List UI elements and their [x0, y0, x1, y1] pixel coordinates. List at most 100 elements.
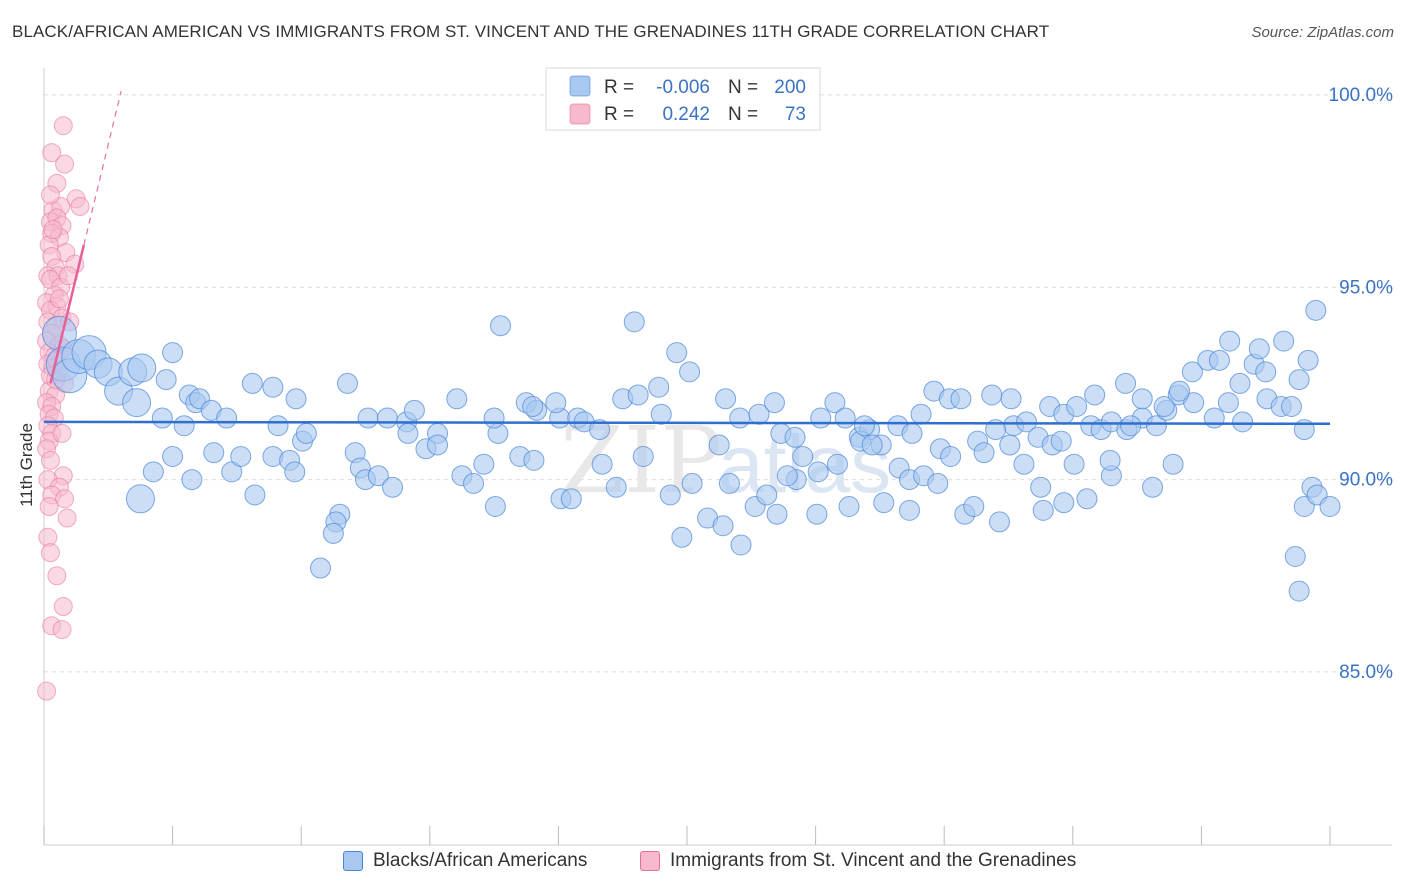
chart-title: BLACK/AFRICAN AMERICAN VS IMMIGRANTS FRO… [12, 22, 1050, 41]
blue-point [632, 446, 654, 467]
blue-point [940, 446, 962, 467]
blue-point [560, 488, 582, 510]
blue-point [1319, 496, 1341, 518]
legend-r-label-2: R = [604, 104, 634, 125]
blue-point [125, 484, 155, 514]
y-tick-label: 95.0% [1339, 277, 1393, 298]
blue-point [591, 453, 613, 475]
blue-point [627, 384, 649, 406]
blue-point [873, 492, 895, 514]
gridlines [44, 94, 1392, 673]
blue-point [483, 407, 505, 429]
blue-point [988, 511, 1010, 533]
blue-point [776, 465, 798, 487]
blue-point [142, 461, 164, 483]
blue-point [1099, 449, 1121, 471]
blue-point [1288, 580, 1310, 602]
blue-point [792, 446, 814, 467]
blue-point [901, 422, 923, 444]
legend-n-label-2: N = [728, 104, 758, 125]
blue-point [376, 407, 398, 429]
pink-point [39, 497, 59, 517]
blue-point [648, 376, 670, 398]
blue-point [1030, 476, 1052, 498]
blue-point [162, 446, 184, 467]
blue-point [963, 496, 985, 518]
blue-point [1248, 338, 1270, 360]
blue-point [285, 388, 307, 410]
pink-point [37, 681, 57, 701]
pink-point [70, 196, 90, 216]
stats-legend: R = -0.006 N = 200 R = 0.242 N = 73 [545, 67, 821, 131]
blue-point [1145, 415, 1167, 437]
blue-point [834, 407, 856, 429]
blue-point [824, 392, 846, 414]
blue-point [1183, 392, 1205, 414]
blue-point [203, 442, 225, 464]
blue-point [1208, 349, 1230, 371]
blue-point [715, 388, 737, 410]
pink-point [53, 116, 73, 136]
blue-point [985, 419, 1007, 441]
blue-point [122, 388, 152, 418]
blue-point [666, 342, 688, 364]
blue-point [861, 434, 883, 456]
blue-point [810, 407, 832, 429]
trend-lines [43, 90, 1331, 426]
blue-point [173, 415, 195, 437]
blue-point [718, 472, 740, 494]
blue-trend-line [43, 420, 1331, 426]
blue-point [309, 557, 331, 579]
blue-point [679, 361, 701, 383]
blue-point [463, 472, 485, 494]
pink-point [43, 220, 63, 240]
blue-point [284, 461, 306, 483]
blue-point [756, 484, 778, 506]
pink-point [47, 566, 67, 586]
blue-point [1016, 411, 1038, 433]
blue-point [999, 434, 1021, 456]
blue-point [1280, 395, 1302, 417]
blue-point [729, 407, 751, 429]
pink-point [40, 185, 60, 205]
blue-point [650, 403, 672, 425]
pink-series [37, 116, 90, 701]
blue-point [1066, 395, 1088, 417]
blue-point [1063, 453, 1085, 475]
blue-point [1000, 388, 1022, 410]
pink-point [57, 508, 77, 528]
pink-trend-extension [83, 90, 122, 246]
blue-point [322, 522, 344, 544]
blue-point [382, 476, 404, 498]
blue-point [181, 469, 203, 491]
blue-point [1229, 372, 1251, 394]
blue-point [427, 434, 449, 456]
blue-point [784, 426, 806, 448]
legend-n-value-2: 73 [785, 104, 806, 125]
blue-point [730, 534, 752, 556]
blue-point [1084, 384, 1106, 406]
pink-point [52, 620, 72, 640]
blue-point [244, 484, 266, 506]
blue-point [806, 503, 828, 525]
blue-point [1203, 407, 1225, 429]
bottom-legend-item-blue: Blacks/African Americans [343, 850, 587, 872]
blue-point [522, 395, 544, 417]
legend-r-value-1: -0.006 [656, 77, 710, 98]
bottom-legend-label-pink: Immigrants from St. Vincent and the Gren… [670, 850, 1077, 871]
pink-point [40, 450, 60, 470]
blue-point [241, 372, 263, 394]
legend-n-value-1: 200 [774, 77, 806, 98]
blue-point [659, 484, 681, 506]
blue-point [623, 311, 645, 333]
blue-point [295, 422, 317, 444]
blue-point [1120, 415, 1142, 437]
blue-point [950, 388, 972, 410]
legend-swatch-pink [569, 103, 591, 125]
blue-point [898, 499, 920, 521]
blue-point [1162, 453, 1184, 475]
blue-point [1050, 430, 1072, 452]
blue-point [671, 526, 693, 548]
bottom-legend-item-pink: Immigrants from St. Vincent and the Gren… [640, 850, 1076, 872]
legend-r-label-1: R = [604, 77, 634, 98]
